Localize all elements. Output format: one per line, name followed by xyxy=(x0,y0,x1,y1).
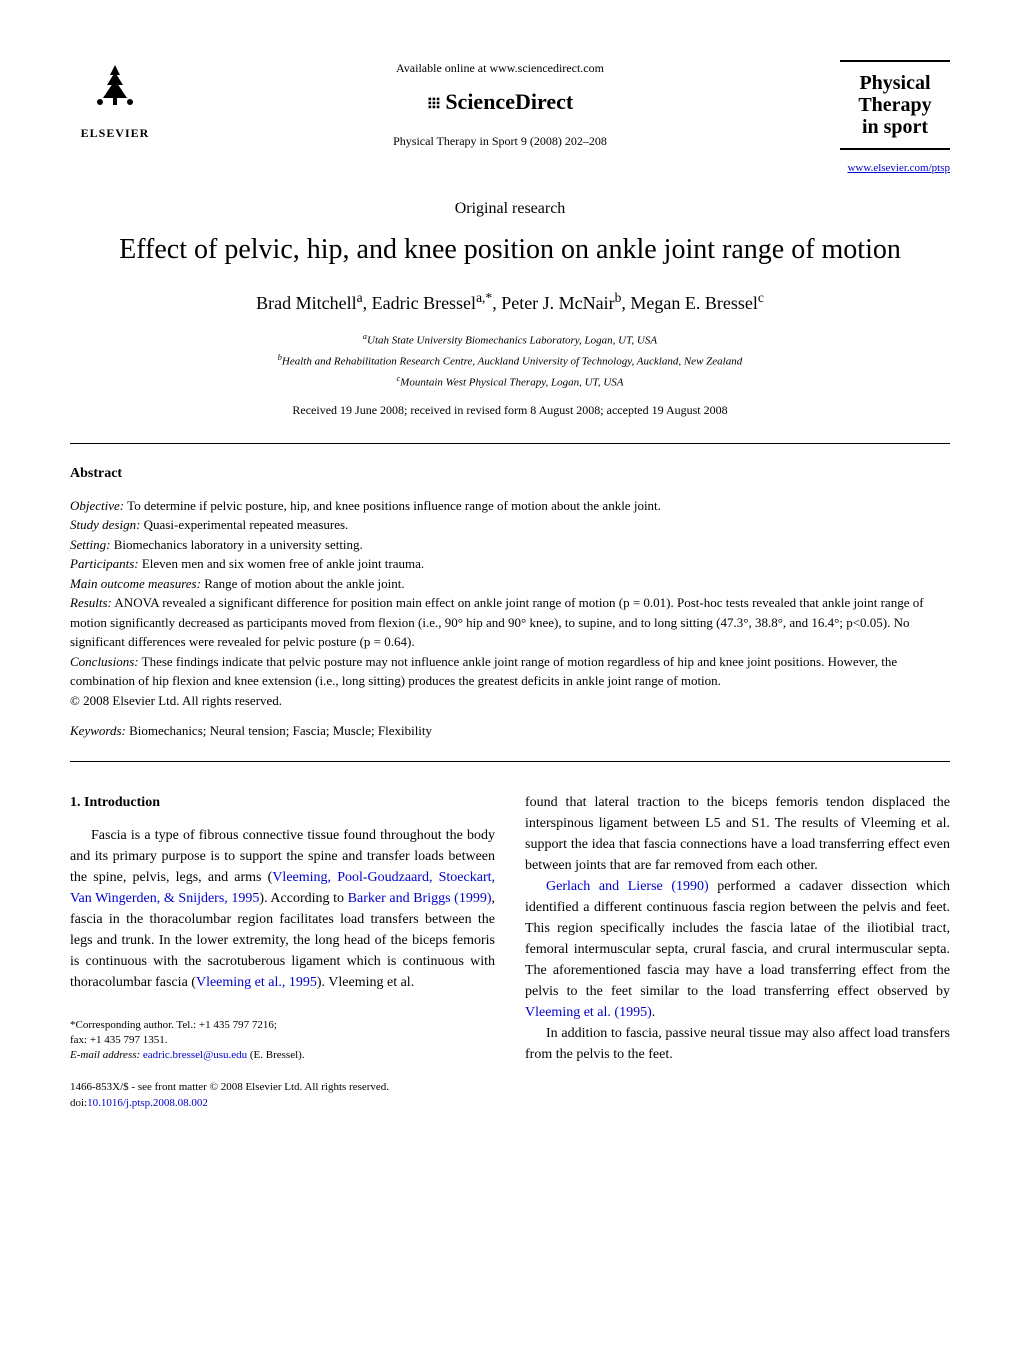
body-paragraph: In addition to fascia, passive neural ti… xyxy=(525,1023,950,1065)
divider xyxy=(70,761,950,762)
article-title: Effect of pelvic, hip, and knee position… xyxy=(70,230,950,269)
abstract-label: Setting: xyxy=(70,537,110,552)
sciencedirect-logo: ⠿⠇ScienceDirect xyxy=(180,87,820,118)
keywords-text: Biomechanics; Neural tension; Fascia; Mu… xyxy=(126,723,432,738)
affiliation-b: bHealth and Rehabilitation Research Cent… xyxy=(70,352,950,370)
citation-link[interactable]: Vleeming et al. (1995) xyxy=(525,1005,652,1020)
sciencedirect-dots-icon: ⠿⠇ xyxy=(427,96,444,116)
abstract-text: Range of motion about the ankle joint. xyxy=(201,576,405,591)
citation-link[interactable]: Gerlach and Lierse (1990) xyxy=(546,879,709,894)
journal-logo: Physical Therapy in sport www.elsevier.c… xyxy=(840,60,950,178)
footnotes: *Corresponding author. Tel.: +1 435 797 … xyxy=(70,1018,495,1064)
keywords: Keywords: Biomechanics; Neural tension; … xyxy=(70,722,950,740)
journal-citation: Physical Therapy in Sport 9 (2008) 202–2… xyxy=(180,133,820,150)
keywords-label: Keywords: xyxy=(70,723,126,738)
abstract-text: Quasi-experimental repeated measures. xyxy=(140,517,348,532)
fax: fax: +1 435 797 1351. xyxy=(70,1033,495,1048)
email-link[interactable]: eadric.bressel@usu.edu xyxy=(140,1049,247,1061)
left-column: 1. Introduction Fascia is a type of fibr… xyxy=(70,792,495,1112)
abstract-label: Objective: xyxy=(70,498,124,513)
header-row: ELSEVIER Available online at www.science… xyxy=(70,60,950,178)
section-heading: 1. Introduction xyxy=(70,792,495,813)
corresponding-author: *Corresponding author. Tel.: +1 435 797 … xyxy=(70,1018,495,1033)
abstract-heading: Abstract xyxy=(70,464,950,484)
doi-link[interactable]: 10.1016/j.ptsp.2008.08.002 xyxy=(87,1097,208,1109)
authors: Brad Mitchella, Eadric Bressela,*, Peter… xyxy=(70,289,950,316)
sciencedirect-text: ScienceDirect xyxy=(445,89,573,114)
abstract-label: Main outcome measures: xyxy=(70,576,201,591)
abstract-label: Conclusions: xyxy=(70,654,139,669)
affiliation-c: cMountain West Physical Therapy, Logan, … xyxy=(70,373,950,391)
body-paragraph: Fascia is a type of fibrous connective t… xyxy=(70,825,495,993)
copyright: © 2008 Elsevier Ltd. All rights reserved… xyxy=(70,691,950,711)
abstract-text: To determine if pelvic posture, hip, and… xyxy=(124,498,661,513)
email-line: E-mail address: eadric.bressel@usu.edu (… xyxy=(70,1048,495,1063)
publisher-name: ELSEVIER xyxy=(70,125,160,142)
publisher-logo: ELSEVIER xyxy=(70,60,160,142)
body-paragraph: Gerlach and Lierse (1990) performed a ca… xyxy=(525,876,950,1023)
center-header: Available online at www.sciencedirect.co… xyxy=(160,60,840,149)
abstract-text: Eleven men and six women free of ankle j… xyxy=(139,556,425,571)
abstract-label: Results: xyxy=(70,595,112,610)
body-paragraph: found that lateral traction to the bicep… xyxy=(525,792,950,876)
affiliation-a: aUtah State University Biomechanics Labo… xyxy=(70,331,950,349)
abstract-body: Objective: To determine if pelvic postur… xyxy=(70,496,950,711)
available-online-text: Available online at www.sciencedirect.co… xyxy=(180,60,820,77)
journal-url-link[interactable]: www.elsevier.com/ptsp xyxy=(847,162,950,174)
journal-title-box: Physical Therapy in sport xyxy=(840,60,950,150)
doi-footer: 1466-853X/$ - see front matter © 2008 El… xyxy=(70,1079,495,1112)
journal-box-line: in sport xyxy=(840,116,950,138)
article-type: Original research xyxy=(70,198,950,220)
abstract-label: Participants: xyxy=(70,556,139,571)
citation-link[interactable]: Vleeming et al., 1995 xyxy=(196,975,317,990)
abstract-label: Study design: xyxy=(70,517,140,532)
right-column: found that lateral traction to the bicep… xyxy=(525,792,950,1112)
two-column-body: 1. Introduction Fascia is a type of fibr… xyxy=(70,792,950,1112)
journal-box-line: Physical xyxy=(840,72,950,94)
citation-link[interactable]: Barker and Briggs (1999) xyxy=(348,891,492,906)
abstract-text: Biomechanics laboratory in a university … xyxy=(110,537,362,552)
abstract-text: These findings indicate that pelvic post… xyxy=(70,654,897,689)
article-dates: Received 19 June 2008; received in revis… xyxy=(70,402,950,419)
abstract-text: ANOVA revealed a significant difference … xyxy=(70,595,924,649)
journal-box-line: Therapy xyxy=(840,94,950,116)
elsevier-tree-icon xyxy=(70,60,160,125)
issn-line: 1466-853X/$ - see front matter © 2008 El… xyxy=(70,1079,495,1096)
divider xyxy=(70,443,950,444)
